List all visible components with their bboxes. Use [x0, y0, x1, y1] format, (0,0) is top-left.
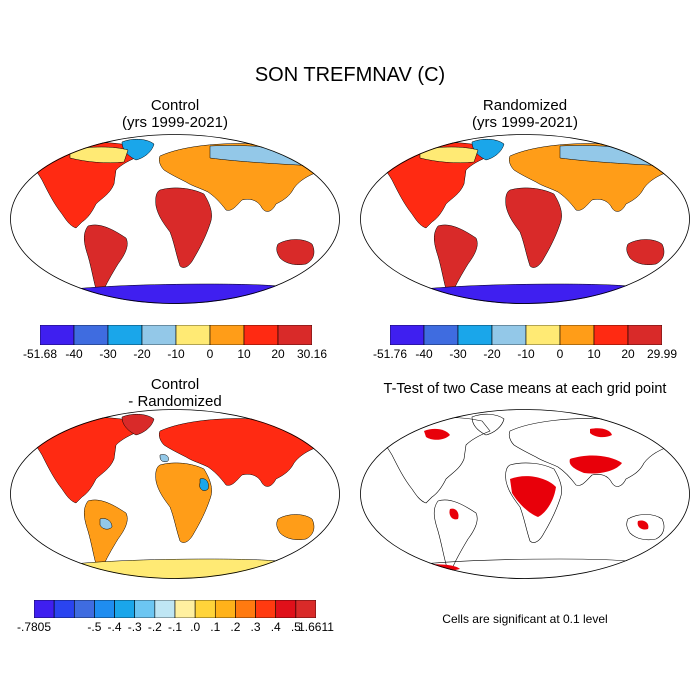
- difference-colorbar-label: -.3: [127, 620, 142, 634]
- ttest-title: T-Test of two Case means at each grid po…: [383, 381, 667, 397]
- control-panel-title: Control (yrs 1999-2021): [75, 97, 275, 131]
- control-colorbar-swatch: [243, 325, 279, 345]
- randomized-colorbar-swatch: [593, 325, 629, 345]
- control-colorbar-label: 0: [206, 347, 214, 361]
- difference-colorbar-label: -.5: [87, 620, 102, 634]
- randomized-colorbar: [390, 325, 662, 345]
- difference-colorbar-swatch: [53, 600, 75, 618]
- randomized-title: Randomized: [482, 97, 568, 114]
- randomized-colorbar-label: -10: [517, 347, 535, 361]
- difference-subtitle: - Randomized: [128, 393, 222, 410]
- control-colorbar-swatch: [107, 325, 143, 345]
- control-colorbar-swatch: [73, 325, 109, 345]
- randomized-colorbar-label: 0: [556, 347, 564, 361]
- difference-colorbar-label: -.4: [107, 620, 122, 634]
- control-subtitle: (yrs 1999-2021): [122, 114, 228, 131]
- randomized-colorbar-label: 29.99: [646, 347, 678, 361]
- figure-title: SON TREFMNAV (C): [254, 64, 446, 86]
- randomized-colorbar-swatch: [559, 325, 595, 345]
- difference-colorbar-label: .3: [250, 620, 261, 634]
- difference-colorbar-label: .0: [190, 620, 201, 634]
- randomized-colorbar-label: -30: [449, 347, 467, 361]
- difference-colorbar-swatch: [134, 600, 156, 618]
- randomized-colorbar-swatch: [627, 325, 662, 345]
- randomized-colorbar-swatch: [423, 325, 459, 345]
- control-colorbar-swatch: [277, 325, 312, 345]
- control-colorbar-label: -20: [133, 347, 151, 361]
- control-colorbar-label: 20: [271, 347, 285, 361]
- control-colorbar-swatch: [209, 325, 245, 345]
- difference-colorbar-label: -.2: [147, 620, 162, 634]
- control-colorbar-label: 10: [237, 347, 251, 361]
- randomized-colorbar-swatch: [390, 325, 425, 345]
- difference-map: [10, 409, 340, 579]
- difference-colorbar-swatch: [114, 600, 136, 618]
- control-colorbar-swatch: [175, 325, 211, 345]
- control-map-border: [10, 134, 340, 304]
- randomized-colorbar-label: -40: [415, 347, 433, 361]
- randomized-colorbar-swatch: [457, 325, 493, 345]
- randomized-panel-title: Randomized (yrs 1999-2021): [425, 97, 625, 131]
- difference-colorbar-swatch: [34, 600, 55, 618]
- control-colorbar-labels: -51.68 -40 -30 -20 -10 0 10 20 30.16: [23, 347, 327, 363]
- difference-colorbar-label: .2: [230, 620, 241, 634]
- difference-colorbar-swatch: [194, 600, 216, 618]
- difference-map-border: [10, 409, 340, 579]
- difference-colorbar-swatch: [154, 600, 176, 618]
- difference-colorbar: [34, 600, 316, 618]
- control-colorbar: [40, 325, 312, 345]
- difference-colorbar-label: 1.6611: [298, 620, 334, 634]
- difference-colorbar-swatch: [275, 600, 297, 618]
- randomized-map-border: [360, 134, 690, 304]
- difference-colorbar-swatch: [214, 600, 236, 618]
- difference-title: Control: [150, 376, 200, 393]
- difference-colorbar-swatch: [174, 600, 196, 618]
- randomized-colorbar-labels: -51.76 -40 -30 -20 -10 0 10 20 29.99: [373, 347, 677, 363]
- control-colorbar-label: -40: [65, 347, 83, 361]
- randomized-colorbar-swatch: [525, 325, 561, 345]
- difference-colorbar-swatch: [255, 600, 277, 618]
- difference-colorbar-swatch: [235, 600, 256, 618]
- difference-colorbar-swatch: [73, 600, 95, 618]
- randomized-map: [360, 134, 690, 304]
- randomized-colorbar-label: 10: [587, 347, 601, 361]
- difference-colorbar-label: -.7805: [16, 620, 52, 634]
- difference-colorbar-labels: -.7805 -.5 -.4 -.3 -.2 -.1 .0 .1 .2 .3 .4 .5 1.6611: [17, 620, 334, 636]
- difference-continents: [25, 413, 329, 579]
- ttest-significant-cells: [420, 428, 649, 572]
- randomized-continents: [375, 138, 679, 304]
- control-title: Control: [150, 97, 200, 114]
- control-continents: [25, 138, 329, 304]
- ttest-map: [360, 409, 690, 579]
- difference-colorbar-label: .5: [290, 620, 301, 634]
- control-colorbar-label: -10: [167, 347, 185, 361]
- difference-colorbar-label: .4: [270, 620, 281, 634]
- control-map: [10, 134, 340, 304]
- difference-colorbar-swatch: [94, 600, 115, 618]
- difference-colorbar-label: -.1: [167, 620, 183, 634]
- difference-colorbar-label: .1: [210, 620, 221, 634]
- ttest-map-border: [360, 409, 690, 579]
- significance-note: Cells are significant at 0.1 level: [442, 612, 608, 626]
- control-colorbar-label: 30.16: [296, 347, 328, 361]
- randomized-colorbar-label: -51.76: [372, 347, 408, 361]
- randomized-colorbar-swatch: [491, 325, 527, 345]
- difference-colorbar-swatch: [295, 600, 316, 618]
- randomized-colorbar-label: -20: [483, 347, 501, 361]
- randomized-colorbar-label: 20: [621, 347, 635, 361]
- randomized-subtitle: (yrs 1999-2021): [472, 114, 578, 131]
- control-colorbar-label: -30: [99, 347, 117, 361]
- control-colorbar-label: -51.68: [22, 347, 58, 361]
- control-colorbar-swatch: [141, 325, 177, 345]
- difference-panel-title: Control - Randomized: [75, 376, 275, 410]
- control-colorbar-swatch: [40, 325, 75, 345]
